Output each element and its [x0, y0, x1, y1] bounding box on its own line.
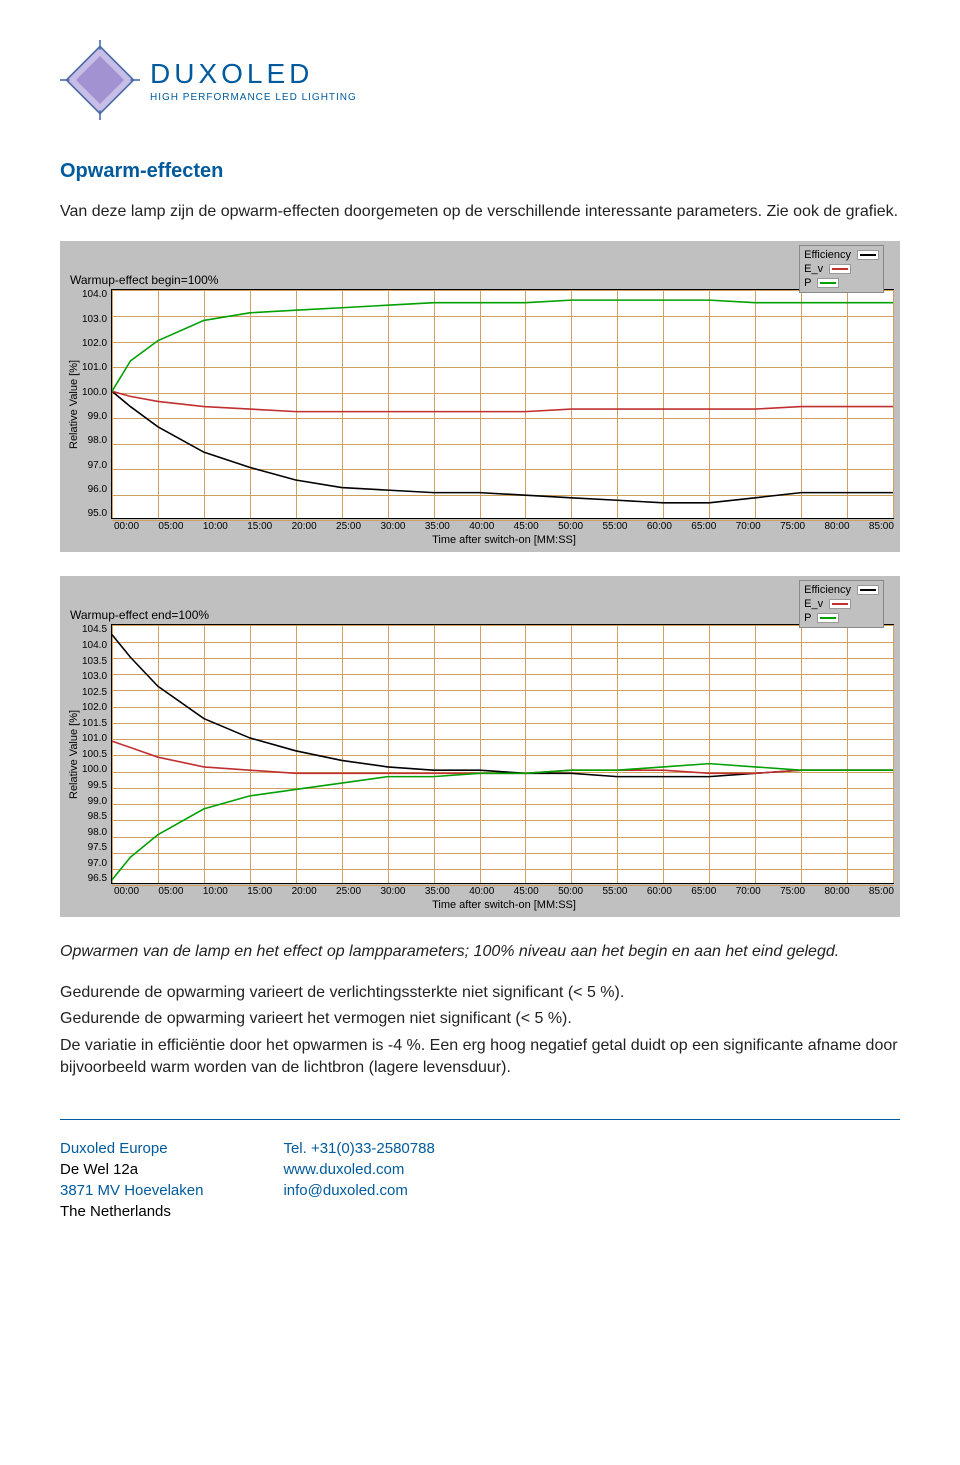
footer-tel: Tel. +31(0)33-2580788: [283, 1138, 434, 1159]
chart2-plot-area: [111, 624, 894, 884]
chart2-yticks: 104.5104.0103.5103.0102.5102.0101.5101.0…: [82, 624, 111, 884]
chart1-xlabel: Time after switch-on [MM:SS]: [114, 532, 894, 546]
finding-3: De variatie in efficiëntie door het opwa…: [60, 1035, 900, 1080]
footer-company: Duxoled Europe: [60, 1138, 203, 1159]
legend-label-efficiency: Efficiency: [804, 248, 851, 262]
chart1-plot-area: [111, 289, 894, 519]
chart2-title: Warmup-effect end=100%: [66, 604, 894, 624]
page-footer: Duxoled Europe De Wel 12a 3871 MV Hoevel…: [60, 1119, 900, 1222]
finding-2: Gedurende de opwarming varieert het verm…: [60, 1008, 900, 1030]
legend-label-efficiency: Efficiency: [804, 583, 851, 597]
chart-warmup-begin: Efficiency E_v P Warmup-effect begin=100…: [60, 241, 900, 552]
footer-city: 3871 MV Hoevelaken: [60, 1180, 203, 1201]
legend-label-ev: E_v: [804, 262, 823, 276]
chart1-ylabel: Relative Value [%]: [66, 289, 82, 519]
legend-label-p: P: [804, 611, 811, 625]
finding-1: Gedurende de opwarming varieert de verli…: [60, 982, 900, 1004]
footer-address: Duxoled Europe De Wel 12a 3871 MV Hoevel…: [60, 1138, 203, 1222]
footer-street: De Wel 12a: [60, 1159, 203, 1180]
legend: Efficiency E_v P: [799, 580, 884, 628]
chart2-ylabel: Relative Value [%]: [66, 624, 82, 884]
chart1-title: Warmup-effect begin=100%: [66, 269, 894, 289]
legend: Efficiency E_v P: [799, 245, 884, 293]
legend-label-p: P: [804, 276, 811, 290]
brand-logo: Duxoled HIGH PERFORMANCE LED LIGHTING: [60, 40, 900, 120]
logo-title: Duxoled: [150, 58, 357, 90]
footer-contact: Tel. +31(0)33-2580788 www.duxoled.com in…: [283, 1138, 434, 1222]
intro-text: Van deze lamp zijn de opwarm-effecten do…: [60, 201, 900, 223]
chart1-yticks: 104.0103.0102.0101.0100.099.098.097.096.…: [82, 289, 111, 519]
footer-email: info@duxoled.com: [283, 1180, 434, 1201]
chart-warmup-end: Efficiency E_v P Warmup-effect end=100% …: [60, 576, 900, 917]
logo-diamond-icon: [60, 40, 140, 120]
footer-country: The Netherlands: [60, 1201, 203, 1222]
logo-subtitle: HIGH PERFORMANCE LED LIGHTING: [150, 92, 357, 103]
chart2-xlabel: Time after switch-on [MM:SS]: [114, 897, 894, 911]
caption-1: Opwarmen van de lamp en het effect op la…: [60, 941, 900, 963]
section-title: Opwarm-effecten: [60, 160, 900, 183]
footer-web: www.duxoled.com: [283, 1159, 434, 1180]
legend-label-ev: E_v: [804, 597, 823, 611]
